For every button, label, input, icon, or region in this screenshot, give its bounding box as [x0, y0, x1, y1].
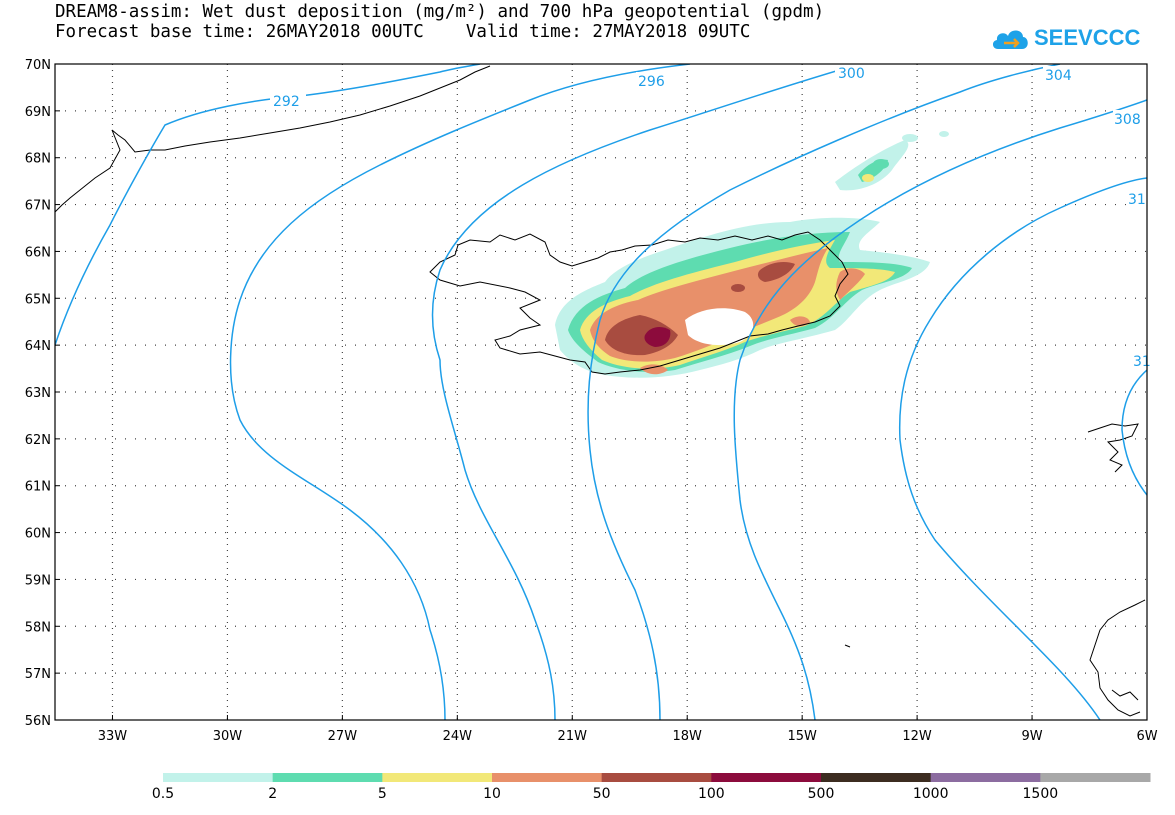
lat-label: 65N	[25, 292, 51, 307]
contour-296	[431, 64, 861, 720]
legend-label: 100	[698, 786, 725, 802]
lat-label: 61N	[25, 480, 51, 495]
map-title: DREAM8-assim: Wet dust deposition (mg/m²…	[55, 2, 824, 42]
lat-label: 59N	[25, 573, 51, 588]
contour-label-312-lower: 31	[1133, 354, 1151, 370]
lat-label: 57N	[25, 667, 51, 682]
greenland-coastline	[55, 65, 491, 213]
contour-label-300: 300	[838, 66, 865, 82]
lat-label: 63N	[25, 386, 51, 401]
lat-label: 60N	[25, 527, 51, 542]
legend-label: 10	[483, 786, 501, 802]
lat-label: 70N	[25, 58, 51, 73]
legend-swatch	[711, 773, 822, 782]
legend-label: 0.5	[152, 786, 174, 802]
legend-swatch	[382, 773, 493, 782]
legend-swatch	[821, 773, 932, 782]
title-line-1: DREAM8-assim: Wet dust deposition (mg/m²…	[55, 2, 825, 22]
lon-label: 9W	[1021, 729, 1042, 744]
legend-label: 5	[378, 786, 387, 802]
contour-label-304: 304	[1045, 68, 1072, 84]
lon-label: 27W	[328, 729, 358, 744]
lon-label: 15W	[787, 729, 817, 744]
contour-288	[55, 64, 481, 346]
contour-304	[733, 99, 1147, 720]
lat-label: 64N	[25, 339, 51, 354]
lat-label: 69N	[25, 105, 51, 120]
contour-labels: 292 296 300 304 308 31 31	[270, 64, 1151, 370]
contour-label-296: 296	[638, 74, 665, 90]
latitude-labels: 70N 69N 68N 67N 66N 65N 64N 63N 62N 61N 60N 59N 58N 5…	[25, 58, 60, 729]
legend-label: 1000	[913, 786, 949, 802]
legend-swatch	[492, 773, 603, 782]
legend-swatch	[601, 773, 712, 782]
plot-frame	[54, 63, 1148, 721]
contour-label-312-upper: 31	[1128, 192, 1146, 208]
color-legend: 0.5 2 5 10 50 100 500 1000 1500	[152, 773, 1151, 802]
lat-label: 62N	[25, 433, 51, 448]
contour-292	[229, 64, 691, 720]
cloud-icon	[992, 30, 1028, 49]
lon-label: 18W	[673, 729, 703, 744]
lat-label: 67N	[25, 199, 51, 214]
legend-label: 50	[593, 786, 611, 802]
faroe-coastline	[1087, 423, 1139, 473]
deposition-level-100	[644, 327, 671, 347]
contour-312	[1121, 369, 1147, 496]
scotland-coastline	[1089, 599, 1146, 717]
contour-308	[898, 177, 1147, 720]
legend-label: 500	[808, 786, 835, 802]
lat-label: 68N	[25, 152, 51, 167]
legend-swatch	[1040, 773, 1151, 782]
legend-swatch	[272, 773, 383, 782]
wet-dust-deposition-field	[555, 131, 949, 378]
legend-swatch	[930, 773, 1041, 782]
lon-label: 30W	[213, 729, 243, 744]
lat-label: 58N	[25, 620, 51, 635]
seevccc-logo: SEEVCCC	[990, 20, 1140, 56]
lat-label: 56N	[25, 714, 51, 729]
geopotential-contours	[55, 64, 1147, 720]
coastlines	[55, 65, 1146, 717]
lon-label: 33W	[98, 729, 128, 744]
lon-label: 21W	[558, 729, 588, 744]
grid-lines	[55, 64, 1147, 720]
deposition-gap	[685, 308, 754, 346]
lon-label: 24W	[443, 729, 473, 744]
lon-label: 12W	[902, 729, 932, 744]
contour-label-308: 308	[1114, 112, 1141, 128]
title-line-2: Forecast base time: 26MAY2018 00UTC Vali…	[55, 22, 751, 42]
contour-300	[587, 64, 1061, 720]
legend-label: 2	[268, 786, 277, 802]
legend-swatch	[163, 773, 274, 782]
legend-label: 1500	[1023, 786, 1059, 802]
lat-label: 66N	[25, 245, 51, 260]
contour-label-292: 292	[273, 94, 300, 110]
iceland-coastline	[429, 231, 849, 375]
logo-text: SEEVCCC	[1034, 25, 1141, 50]
lon-label: 6W	[1136, 729, 1157, 744]
longitude-labels: 33W 30W 27W 24W 21W 18W 15W 12W 9W 6W	[98, 715, 1158, 744]
